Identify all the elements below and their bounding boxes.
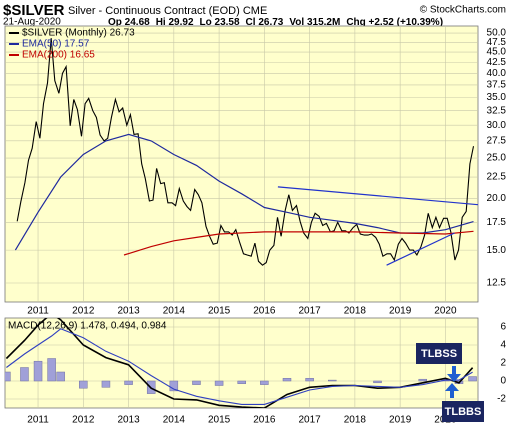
y-tick-label: 20.0 (487, 193, 507, 204)
histogram-bar (124, 380, 133, 385)
arrow (447, 366, 461, 382)
y-tick-label: 27.5 (487, 135, 507, 146)
y-tick-label: 37.5 (487, 80, 507, 91)
arrow (445, 383, 459, 398)
x-tick-label: 2011 (27, 415, 49, 426)
x-tick-label: 2016 (253, 415, 276, 426)
quote-item: Cl 26.73 (246, 17, 284, 28)
price-plot (5, 26, 478, 302)
histogram-bar (237, 380, 246, 384)
y-tick-label: 45.0 (487, 47, 507, 58)
y-tick-label: 50.0 (487, 28, 507, 39)
x-tick-label: 2012 (72, 415, 95, 426)
histogram-bar (56, 371, 65, 382)
x-tick-label: 2014 (163, 306, 186, 317)
x-tick-label: 2019 (389, 306, 412, 317)
trend-line (386, 232, 455, 266)
histogram-bar (373, 380, 382, 384)
y-tick-label: 47.5 (487, 37, 507, 48)
y-tick-label: 17.5 (487, 217, 507, 228)
y-tick-label: 25.0 (487, 153, 507, 164)
y-tick-label: 32.5 (487, 105, 507, 116)
y-tick-label: 35.0 (487, 92, 507, 103)
x-tick-label: 2017 (298, 415, 321, 426)
x-tick-label: 2016 (253, 306, 276, 317)
y-tick-label: 15.0 (487, 245, 507, 256)
quote-item: Hi 29.92 (156, 17, 194, 28)
price-line (16, 38, 475, 266)
price-panel (4, 25, 479, 303)
histogram-bar (33, 360, 43, 382)
y-tick-label: 40.0 (487, 68, 507, 79)
y-tick-label: 30.0 (487, 120, 507, 131)
ema-line (123, 230, 474, 256)
histogram-bar (79, 380, 88, 389)
histogram-bar (328, 379, 337, 382)
legend-label: EMA(50) 17.57 (22, 39, 90, 50)
x-tick-label: 2017 (298, 306, 321, 317)
y-tick-label: 2 (500, 358, 506, 369)
y-tick-label: -2 (497, 394, 506, 405)
histogram-bar (5, 371, 11, 382)
quote-item: Op 24.68 (108, 17, 150, 28)
y-tick-label: 0 (500, 376, 506, 387)
histogram-bar (282, 378, 292, 382)
quote: Op 24.68 Hi 29.92 Lo 23.58 Cl 26.73 Vol 315.… (108, 17, 443, 28)
macd-plot (5, 318, 478, 408)
histogram-bar (305, 378, 314, 382)
x-tick-label: 2013 (117, 415, 140, 426)
annotation-box (442, 401, 484, 422)
y-tick-label: 22.5 (487, 172, 507, 183)
macd-legend: MACD(12,26,9) 1.478, 0.494, 0.984 (8, 321, 167, 332)
annotation-box (416, 343, 462, 364)
source: © StockCharts.com (420, 5, 506, 16)
x-tick-label: 2011 (27, 306, 49, 317)
legend-label: $SILVER (Monthly) 26.73 (22, 28, 135, 39)
quote-item: Lo 23.58 (200, 17, 240, 28)
x-tick-label: 2012 (72, 306, 95, 317)
histogram-bar (20, 367, 29, 382)
y-tick-label: 42.5 (487, 57, 507, 68)
histogram-bar (418, 378, 428, 382)
y-tick-label: 6 (500, 322, 506, 333)
date: 21-Aug-2020 (3, 17, 61, 28)
x-tick-label: 2020 (434, 306, 457, 317)
quote-item: Vol 315.2M (289, 17, 340, 28)
trend-line (277, 186, 478, 206)
legend-label: EMA(200) 16.65 (22, 50, 95, 61)
chart-subtitle: Silver - Continuous Contract (EOD) CME (68, 5, 267, 17)
x-tick-label: 2019 (389, 415, 412, 426)
histogram-bar (260, 380, 269, 385)
histogram-bar (214, 380, 224, 386)
x-tick-label: 2018 (344, 306, 367, 317)
quote-item: Chg +2.52 (+10.39%) (346, 17, 443, 28)
y-tick-label: 4 (500, 340, 506, 351)
histogram-bar (192, 380, 201, 385)
x-tick-label: 2015 (208, 415, 231, 426)
histogram-bar (47, 358, 56, 382)
annotation: TLBBS (445, 406, 482, 418)
labels: 12.5 15.0 17.5 20.0 22.5 25.0 27.5 30.0 32.5 35.0… (9, 28, 506, 426)
y-tick-label: 12.5 (487, 278, 507, 289)
chart-title: $SILVER (3, 2, 65, 19)
annotation: TLBSS (421, 348, 457, 360)
histogram-bar (101, 380, 111, 388)
macd-line (6, 328, 473, 405)
x-tick-label: 2014 (163, 415, 186, 426)
histogram-bar (169, 380, 179, 392)
ema-line (14, 133, 474, 251)
x-tick-label: 2015 (208, 306, 231, 317)
x-tick-label: 2018 (344, 415, 367, 426)
histogram-bar (468, 376, 477, 382)
x-tick-label: 2013 (117, 306, 140, 317)
